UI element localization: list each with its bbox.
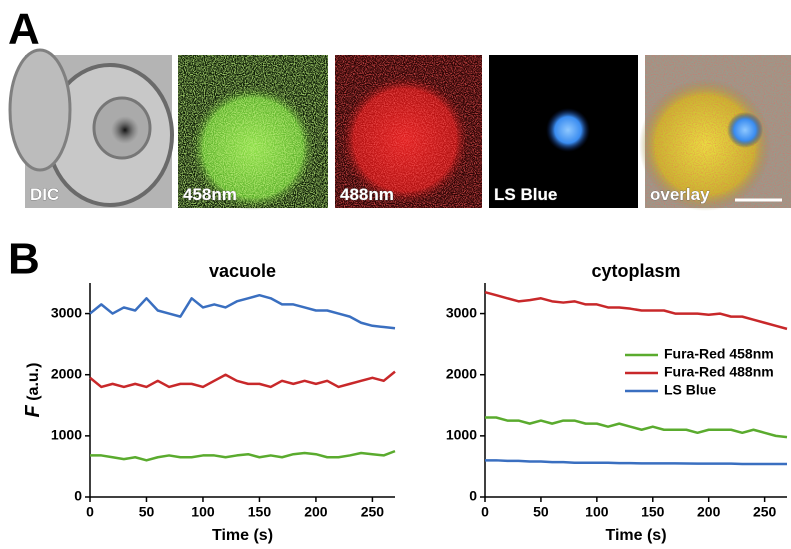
series-line: [485, 460, 787, 464]
x-tick-label: 200: [697, 504, 721, 520]
x-tick-label: 150: [641, 504, 665, 520]
image-label: overlay: [650, 185, 710, 204]
x-tick-label: 250: [753, 504, 777, 520]
figure: A DIC 458nm 488nm LS Blue overlay B 0 100…: [0, 0, 791, 549]
y-tick-label: 0: [469, 488, 477, 504]
image-label: DIC: [30, 185, 59, 204]
x-axis-label: Time (s): [212, 527, 273, 544]
x-axis-label: Time (s): [605, 527, 666, 544]
y-tick-label: 2000: [51, 365, 82, 381]
y-tick-label: 3000: [446, 304, 477, 320]
x-tick-label: 50: [139, 504, 155, 520]
y-tick-label: 1000: [446, 427, 477, 443]
panel-letter: A: [8, 5, 40, 54]
chart-title: cytoplasm: [591, 261, 680, 281]
legend-label: Fura-Red 488nm: [664, 364, 774, 380]
series-line: [90, 372, 395, 387]
series-line: [485, 418, 787, 438]
x-tick-label: 0: [481, 504, 489, 520]
image-label: 488nm: [340, 185, 394, 204]
x-tick-label: 50: [533, 504, 549, 520]
x-tick-label: 150: [248, 504, 272, 520]
image-label: 458nm: [183, 185, 237, 204]
x-tick-label: 100: [585, 504, 609, 520]
series-line: [90, 451, 395, 460]
y-tick-label: 1000: [51, 427, 82, 443]
image-label: LS Blue: [494, 185, 557, 204]
panel-letter: B: [8, 235, 40, 284]
x-tick-label: 100: [191, 504, 215, 520]
series-line: [485, 292, 787, 329]
y-tick-label: 3000: [51, 304, 82, 320]
series-line: [90, 295, 395, 328]
y-tick-label: 0: [74, 488, 82, 504]
chart-title: vacuole: [209, 261, 276, 281]
legend-label: Fura-Red 458nm: [664, 346, 774, 362]
x-tick-label: 250: [361, 504, 385, 520]
x-tick-label: 0: [86, 504, 94, 520]
y-axis-label: F (a.u.): [22, 363, 44, 418]
legend-label: LS Blue: [664, 382, 716, 398]
y-axis-symbol: F: [22, 404, 44, 417]
y-tick-label: 2000: [446, 365, 477, 381]
y-axis-unit: (a.u.): [25, 363, 42, 401]
x-tick-label: 200: [304, 504, 328, 520]
